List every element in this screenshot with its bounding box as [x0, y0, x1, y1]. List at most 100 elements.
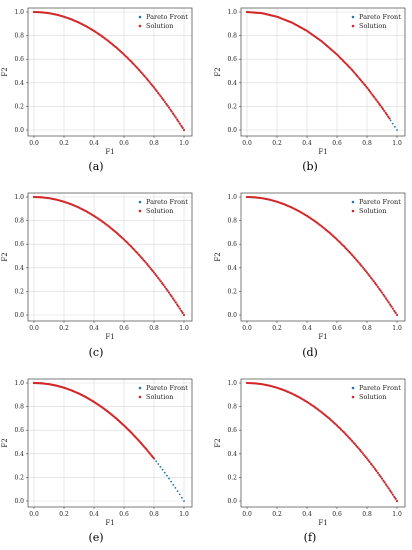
series-1-point	[154, 88, 157, 91]
subfigure-caption: (a)	[88, 160, 103, 173]
series-1-point	[132, 62, 135, 66]
series-1-point	[384, 483, 388, 486]
y-tick-label: 0.6	[14, 427, 24, 434]
series-0-point	[183, 500, 185, 502]
series-1-point	[364, 455, 367, 458]
y-tick-label: 1.0	[14, 9, 24, 16]
series-1-point	[135, 250, 138, 254]
series-1-point	[364, 269, 367, 272]
series-1-point	[372, 95, 376, 98]
series-1-point	[368, 90, 372, 93]
series-1-point	[376, 285, 380, 289]
series-1-point	[375, 469, 378, 473]
series-1-point	[375, 283, 378, 287]
x-tick-label: 1.0	[179, 140, 189, 147]
series-1-point	[165, 287, 168, 290]
series-1-point	[372, 466, 375, 469]
legend-label: Pareto Front	[146, 198, 188, 206]
series-1-point	[344, 432, 347, 435]
series-1-point	[369, 462, 373, 465]
series-1-point	[126, 57, 130, 60]
y-tick-label: 0.2	[14, 103, 24, 110]
series-1-point	[357, 447, 360, 450]
series-1-point	[358, 77, 361, 81]
x-tick-label: 0.6	[119, 511, 129, 518]
series-1-point	[383, 481, 386, 484]
series-1-point	[176, 303, 179, 306]
series-1-point	[180, 309, 183, 312]
y-tick-label: 0.0	[14, 498, 24, 505]
series-1-point	[177, 305, 180, 308]
subplot-b: 0.0 0.2 0.4 0.6 0.8 1.0 0.0 0.2 0.4 0.6 0.8 1.0 F1 F2…	[214, 7, 406, 173]
series-1-point	[386, 485, 389, 488]
series-1-point	[365, 271, 369, 274]
y-tick-label: 0.8	[227, 404, 237, 411]
series-1-point	[181, 311, 184, 314]
series-1-point	[170, 110, 173, 113]
series-1-point	[128, 243, 131, 246]
series-1-point	[182, 128, 186, 132]
series-1-point	[376, 471, 380, 475]
series-1-point	[158, 93, 161, 96]
series-1-point	[356, 259, 359, 263]
series-1-point	[122, 53, 126, 56]
series-0-point	[174, 486, 177, 489]
y-tick-label: 0.0	[14, 127, 24, 134]
series-1-point	[161, 97, 164, 100]
series-1-point	[125, 56, 128, 59]
series-1-point	[141, 258, 145, 261]
series-1-point	[166, 289, 169, 292]
series-1-point	[136, 252, 139, 255]
series-1-point	[379, 104, 382, 107]
series-1-point	[129, 245, 132, 248]
series-1-point	[379, 289, 382, 292]
series-1-point	[365, 85, 368, 88]
series-1-point	[182, 313, 186, 317]
x-tick-label: 0.6	[119, 325, 129, 332]
series-1-point	[391, 493, 395, 496]
series-1-point	[133, 249, 137, 252]
series-1-point	[163, 100, 167, 104]
legend-label: Pareto Front	[146, 13, 188, 21]
x-tick-label: 0.0	[29, 140, 39, 147]
series-1-point	[353, 256, 356, 260]
series-1-point	[357, 261, 360, 264]
y-tick-label: 0.2	[14, 474, 24, 481]
series-1-point	[371, 278, 374, 281]
series-1-point	[346, 435, 350, 438]
plot-frame	[27, 192, 193, 322]
series-0-point	[165, 474, 168, 477]
x-tick-label: 0.8	[362, 140, 372, 147]
y-axis-label: F2	[1, 67, 9, 76]
series-1-point	[173, 299, 176, 302]
series-1-point	[374, 468, 377, 471]
series-1-point	[129, 60, 132, 63]
series-1-point	[356, 74, 359, 77]
series-1-point	[360, 450, 363, 453]
x-tick-label: 0.6	[332, 511, 342, 518]
series-1-point	[376, 100, 379, 104]
series-1-point	[395, 313, 399, 317]
subplot-d: 0.0 0.2 0.4 0.6 0.8 1.0 0.0 0.2 0.4 0.6 0.8 1.0 F1 F2…	[214, 192, 406, 359]
y-tick-label: 1.0	[227, 194, 237, 201]
series-1-point	[342, 431, 345, 434]
series-1-point	[393, 495, 396, 498]
x-tick-label: 0.0	[242, 325, 252, 332]
series-1-point	[387, 487, 390, 490]
series-1-point	[146, 263, 149, 266]
series-1-point	[140, 256, 143, 260]
x-tick-label: 1.0	[179, 325, 189, 332]
y-tick-label: 0.4	[14, 265, 24, 272]
y-tick-label: 0.8	[227, 33, 237, 40]
series-1-point	[389, 303, 392, 306]
series-0-point	[172, 483, 175, 486]
series-1-point	[139, 255, 142, 258]
x-axis-label: F1	[318, 333, 327, 341]
series-1-point	[154, 273, 157, 276]
series-1-point	[178, 122, 182, 125]
y-tick-label: 0.6	[227, 427, 237, 434]
series-1-point	[345, 247, 348, 251]
series-1-point	[379, 475, 382, 478]
subfigure-caption: (f)	[304, 531, 317, 544]
series-0-point	[157, 463, 160, 465]
